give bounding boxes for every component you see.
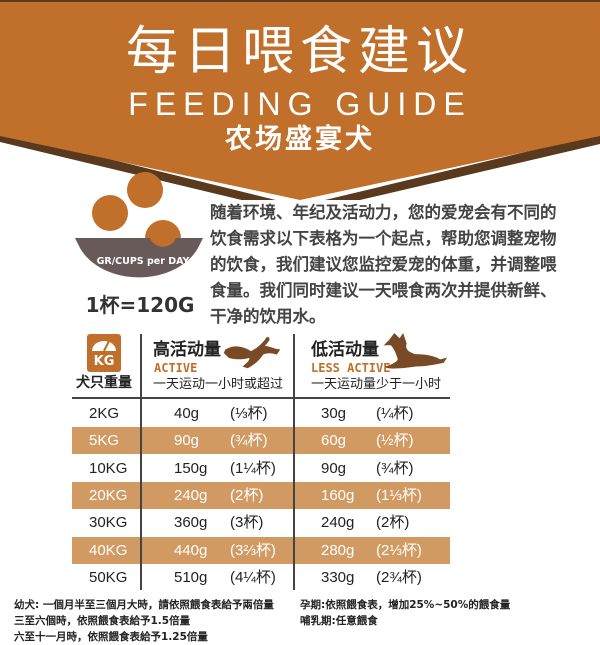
less-grams-cell: 30g: [321, 405, 347, 422]
active-cups-cell: (2杯): [230, 486, 264, 504]
weight-scale-icon: KG: [87, 334, 121, 372]
page-title: 每日喂食建议: [125, 22, 474, 82]
running-dog-icon: [223, 336, 281, 369]
footer-line: 幼犬: 一個月半至三個月大時，請依照餵食表給予兩倍量: [14, 599, 274, 611]
active-grams-cell: 240g: [174, 486, 208, 504]
active-grams-cell: 40g: [174, 405, 200, 422]
active-cups-cell: (3⅔杯): [230, 541, 276, 559]
table-row: 5KG 90g (¾杯) 60g (½杯): [72, 427, 450, 455]
weight-cell: 5KG: [89, 432, 120, 450]
weight-cell: 50KG: [89, 568, 128, 586]
active-title: 高活动量: [153, 340, 221, 360]
less-cups-cell: (¾杯): [376, 459, 414, 477]
active-grams-cell: 440g: [174, 541, 208, 559]
less-active-title: 低活动量: [311, 340, 379, 360]
footer-line: 六至十一月時，依照餵食表給予1.25倍量: [14, 631, 208, 643]
active-grams-cell: 510g: [174, 568, 208, 586]
intro-line: 干净的饮用水。: [210, 307, 326, 326]
active-cups-cell: (⅓杯): [230, 405, 268, 422]
footer-line: 哺乳期:任意餵食: [300, 615, 378, 627]
page-subtitle: FEEDING GUIDE: [128, 86, 472, 122]
less-grams-cell: 330g: [321, 568, 355, 586]
table-row: 20KG 240g (2杯) 160g (1⅓杯): [72, 481, 450, 509]
table-row: 50KG 510g (4¼杯) 330g (2¾杯): [72, 564, 450, 591]
active-cups-cell: (4¼杯): [230, 568, 276, 586]
less-cups-cell: (1⅓杯): [376, 486, 422, 504]
weight-cell: 2KG: [89, 405, 120, 422]
less-cups-cell: (½杯): [376, 432, 414, 450]
active-cups-cell: (¾杯): [230, 432, 268, 450]
food-bowl-icon: [75, 172, 203, 278]
active-grams-cell: 90g: [174, 432, 200, 450]
intro-line: 饮食需求以下表格为一个起点，帮助您调整宠物: [210, 229, 557, 248]
less-cups-cell: (¼杯): [376, 405, 414, 422]
column-divider: [140, 334, 142, 590]
table-row: 30KG 360g (3杯) 240g (2杯): [72, 509, 450, 536]
active-desc: 一天运动一小时或超过: [153, 377, 284, 392]
weight-cell: 30KG: [89, 514, 128, 532]
footer-line: 孕期:依照餵食表，增加25%~50%的餵食量: [300, 599, 511, 611]
less-cups-cell: (2¾杯): [376, 568, 422, 586]
active-grams-cell: 150g: [174, 459, 208, 477]
cup-equivalent: 1杯=120G: [85, 293, 195, 317]
footer-line: 三至六個時，依照餵食表給予1.5倍量: [14, 615, 191, 627]
active-grams-cell: 360g: [174, 514, 208, 532]
intro-line: 随着环境、年纪及活动力，您的爱宠会有不同的: [210, 203, 557, 222]
less-active-en: LESS ACTIVE: [311, 361, 391, 375]
weight-cell: 40KG: [89, 541, 128, 559]
active-cups-cell: (3杯): [230, 514, 264, 532]
weight-header: 犬只重量: [76, 375, 132, 391]
weight-cell: 10KG: [89, 459, 128, 477]
product-name: 农场盛宴犬: [225, 124, 375, 155]
footer-puppy-notes: 幼犬: 一個月半至三個月大時，請依照餵食表給予兩倍量 三至六個時，依照餵食表給予…: [14, 597, 274, 645]
less-grams-cell: 60g: [321, 432, 347, 450]
active-en: ACTIVE: [154, 361, 198, 375]
intro-paragraph: 随着环境、年纪及活动力，您的爱宠会有不同的 饮食需求以下表格为一个起点，帮助您调…: [210, 200, 580, 330]
intro-line: 食量。我们同时建议一天喂食两次并提供新鲜、: [210, 281, 557, 300]
less-cups-cell: (2杯): [376, 514, 410, 532]
footer-pregnancy-notes: 孕期:依照餵食表，增加25%~50%的餵食量 哺乳期:任意餵食: [300, 597, 510, 629]
table-row: 2KG 40g (⅓杯) 30g (¼杯): [72, 400, 450, 427]
bowl-label: GR/CUPS per DAY: [96, 256, 190, 267]
active-cups-cell: (1¼杯): [230, 459, 276, 477]
less-grams-cell: 280g: [321, 541, 355, 559]
less-grams-cell: 90g: [321, 459, 347, 477]
header-rule: [72, 397, 450, 399]
less-grams-cell: 160g: [321, 486, 355, 504]
header-banner: [0, 0, 600, 200]
column-divider: [293, 334, 295, 590]
table-row: 10KG 150g (1¼杯) 90g (¾杯): [72, 455, 450, 482]
weight-cell: 20KG: [89, 486, 128, 504]
less-cups-cell: (2⅓杯): [376, 541, 422, 559]
table-row: 40KG 440g (3⅔杯) 280g (2⅓杯): [72, 536, 450, 564]
intro-line: 的饮食，我们建议您监控爱宠的体重，并调整喂: [210, 255, 557, 274]
less-active-desc: 一天运动量少于一小时: [311, 377, 442, 392]
kg-label: KG: [93, 354, 115, 369]
less-grams-cell: 240g: [321, 514, 355, 532]
lying-dog-icon: [383, 332, 448, 369]
